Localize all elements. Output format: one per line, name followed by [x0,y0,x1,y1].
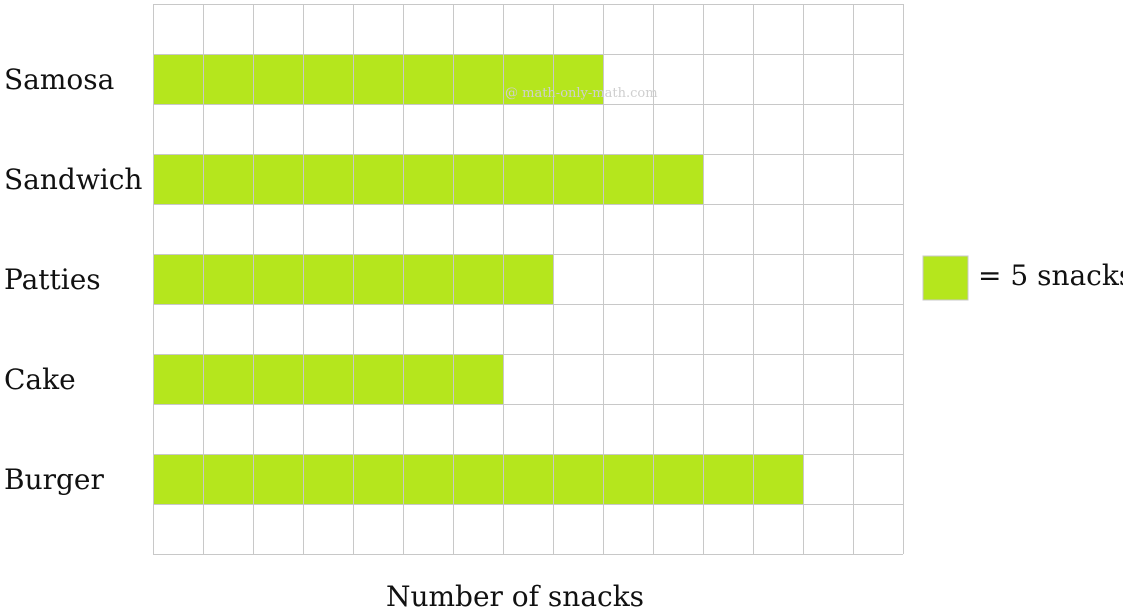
bars-group [153,54,803,504]
category-labels: Samosa Sandwich Patties Cake Burger [4,63,142,496]
legend-swatch [922,255,969,301]
watermark-text: @ math-only-math.com [505,86,658,101]
chart-grid [153,4,904,555]
bar-burger [153,454,803,504]
category-label-burger: Burger [4,463,104,496]
legend: = 5 snacks [922,255,1123,301]
bar-cake [153,354,503,404]
legend-text: = 5 snacks [978,259,1123,292]
x-axis-label: Number of snacks [386,580,644,613]
category-label-cake: Cake [4,363,76,396]
category-label-samosa: Samosa [4,63,114,96]
bar-sandwich [153,154,703,204]
category-label-sandwich: Sandwich [4,163,142,196]
category-label-patties: Patties [4,263,101,296]
bar-samosa [153,54,603,104]
